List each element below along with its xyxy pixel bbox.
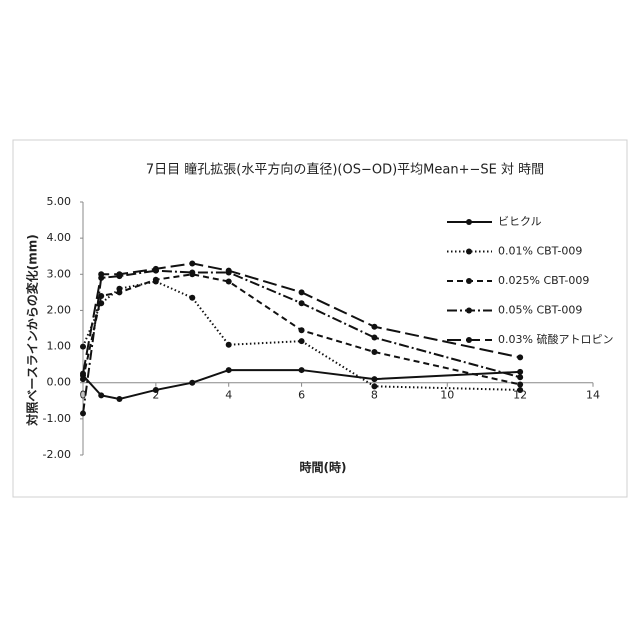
x-tick-label: 6 (298, 389, 305, 402)
chart-title: 7日目 瞳孔拡張(水平方向の直径)(OS−OD)平均Mean+−SE 対 時間 (146, 162, 544, 178)
data-point (116, 271, 122, 277)
legend-label: ビヒクル (498, 215, 542, 228)
y-tick-label: -1.00 (43, 412, 71, 425)
legend-label: 0.01% CBT-009 (498, 245, 582, 258)
y-axis-title: 対照ベースラインからの変化(mm) (25, 234, 40, 426)
legend-label: 0.025% CBT-009 (498, 274, 589, 287)
data-point (116, 396, 122, 402)
data-point (98, 392, 104, 398)
data-point (80, 371, 86, 377)
data-point (517, 387, 523, 393)
data-point (189, 380, 195, 386)
data-point (517, 369, 523, 375)
data-point (226, 367, 232, 373)
data-point (189, 260, 195, 266)
data-point (226, 342, 232, 348)
data-point (116, 289, 122, 295)
legend-marker (466, 219, 472, 225)
y-tick-label: 5.00 (47, 195, 72, 208)
data-point (226, 279, 232, 285)
legend-label: 0.03% 硫酸アトロピン (498, 332, 613, 346)
legend-marker (466, 249, 472, 255)
y-tick-label: 2.00 (47, 303, 72, 316)
y-tick-label: 3.00 (47, 267, 72, 280)
legend-marker (466, 308, 472, 314)
data-point (517, 374, 523, 380)
data-point (189, 269, 195, 275)
data-point (517, 354, 523, 360)
y-tick-label: -2.00 (43, 448, 71, 461)
y-tick-label: 0.00 (47, 376, 72, 389)
legend-marker (466, 337, 472, 343)
data-point (371, 335, 377, 341)
data-point (226, 268, 232, 274)
data-point (80, 344, 86, 350)
data-point (371, 349, 377, 355)
y-tick-label: 4.00 (47, 231, 72, 244)
legend-label: 0.05% CBT-009 (498, 304, 582, 317)
data-point (153, 266, 159, 272)
x-axis-title: 時間(時) (300, 460, 347, 475)
data-point (371, 376, 377, 382)
data-point (189, 295, 195, 301)
legend-marker (466, 278, 472, 284)
data-point (299, 300, 305, 306)
x-tick-label: 14 (586, 389, 600, 402)
data-point (98, 271, 104, 277)
data-point (153, 277, 159, 283)
y-tick-label: 1.00 (47, 340, 72, 353)
data-point (299, 289, 305, 295)
data-point (299, 367, 305, 373)
data-point (517, 382, 523, 388)
x-tick-label: 8 (371, 389, 378, 402)
x-tick-label: 10 (440, 389, 454, 402)
x-tick-label: 4 (225, 389, 232, 402)
data-point (371, 324, 377, 330)
data-point (299, 327, 305, 333)
data-point (80, 410, 86, 416)
data-point (80, 376, 86, 382)
data-point (299, 338, 305, 344)
data-point (153, 387, 159, 393)
chart-frame (13, 140, 627, 497)
data-point (371, 383, 377, 389)
